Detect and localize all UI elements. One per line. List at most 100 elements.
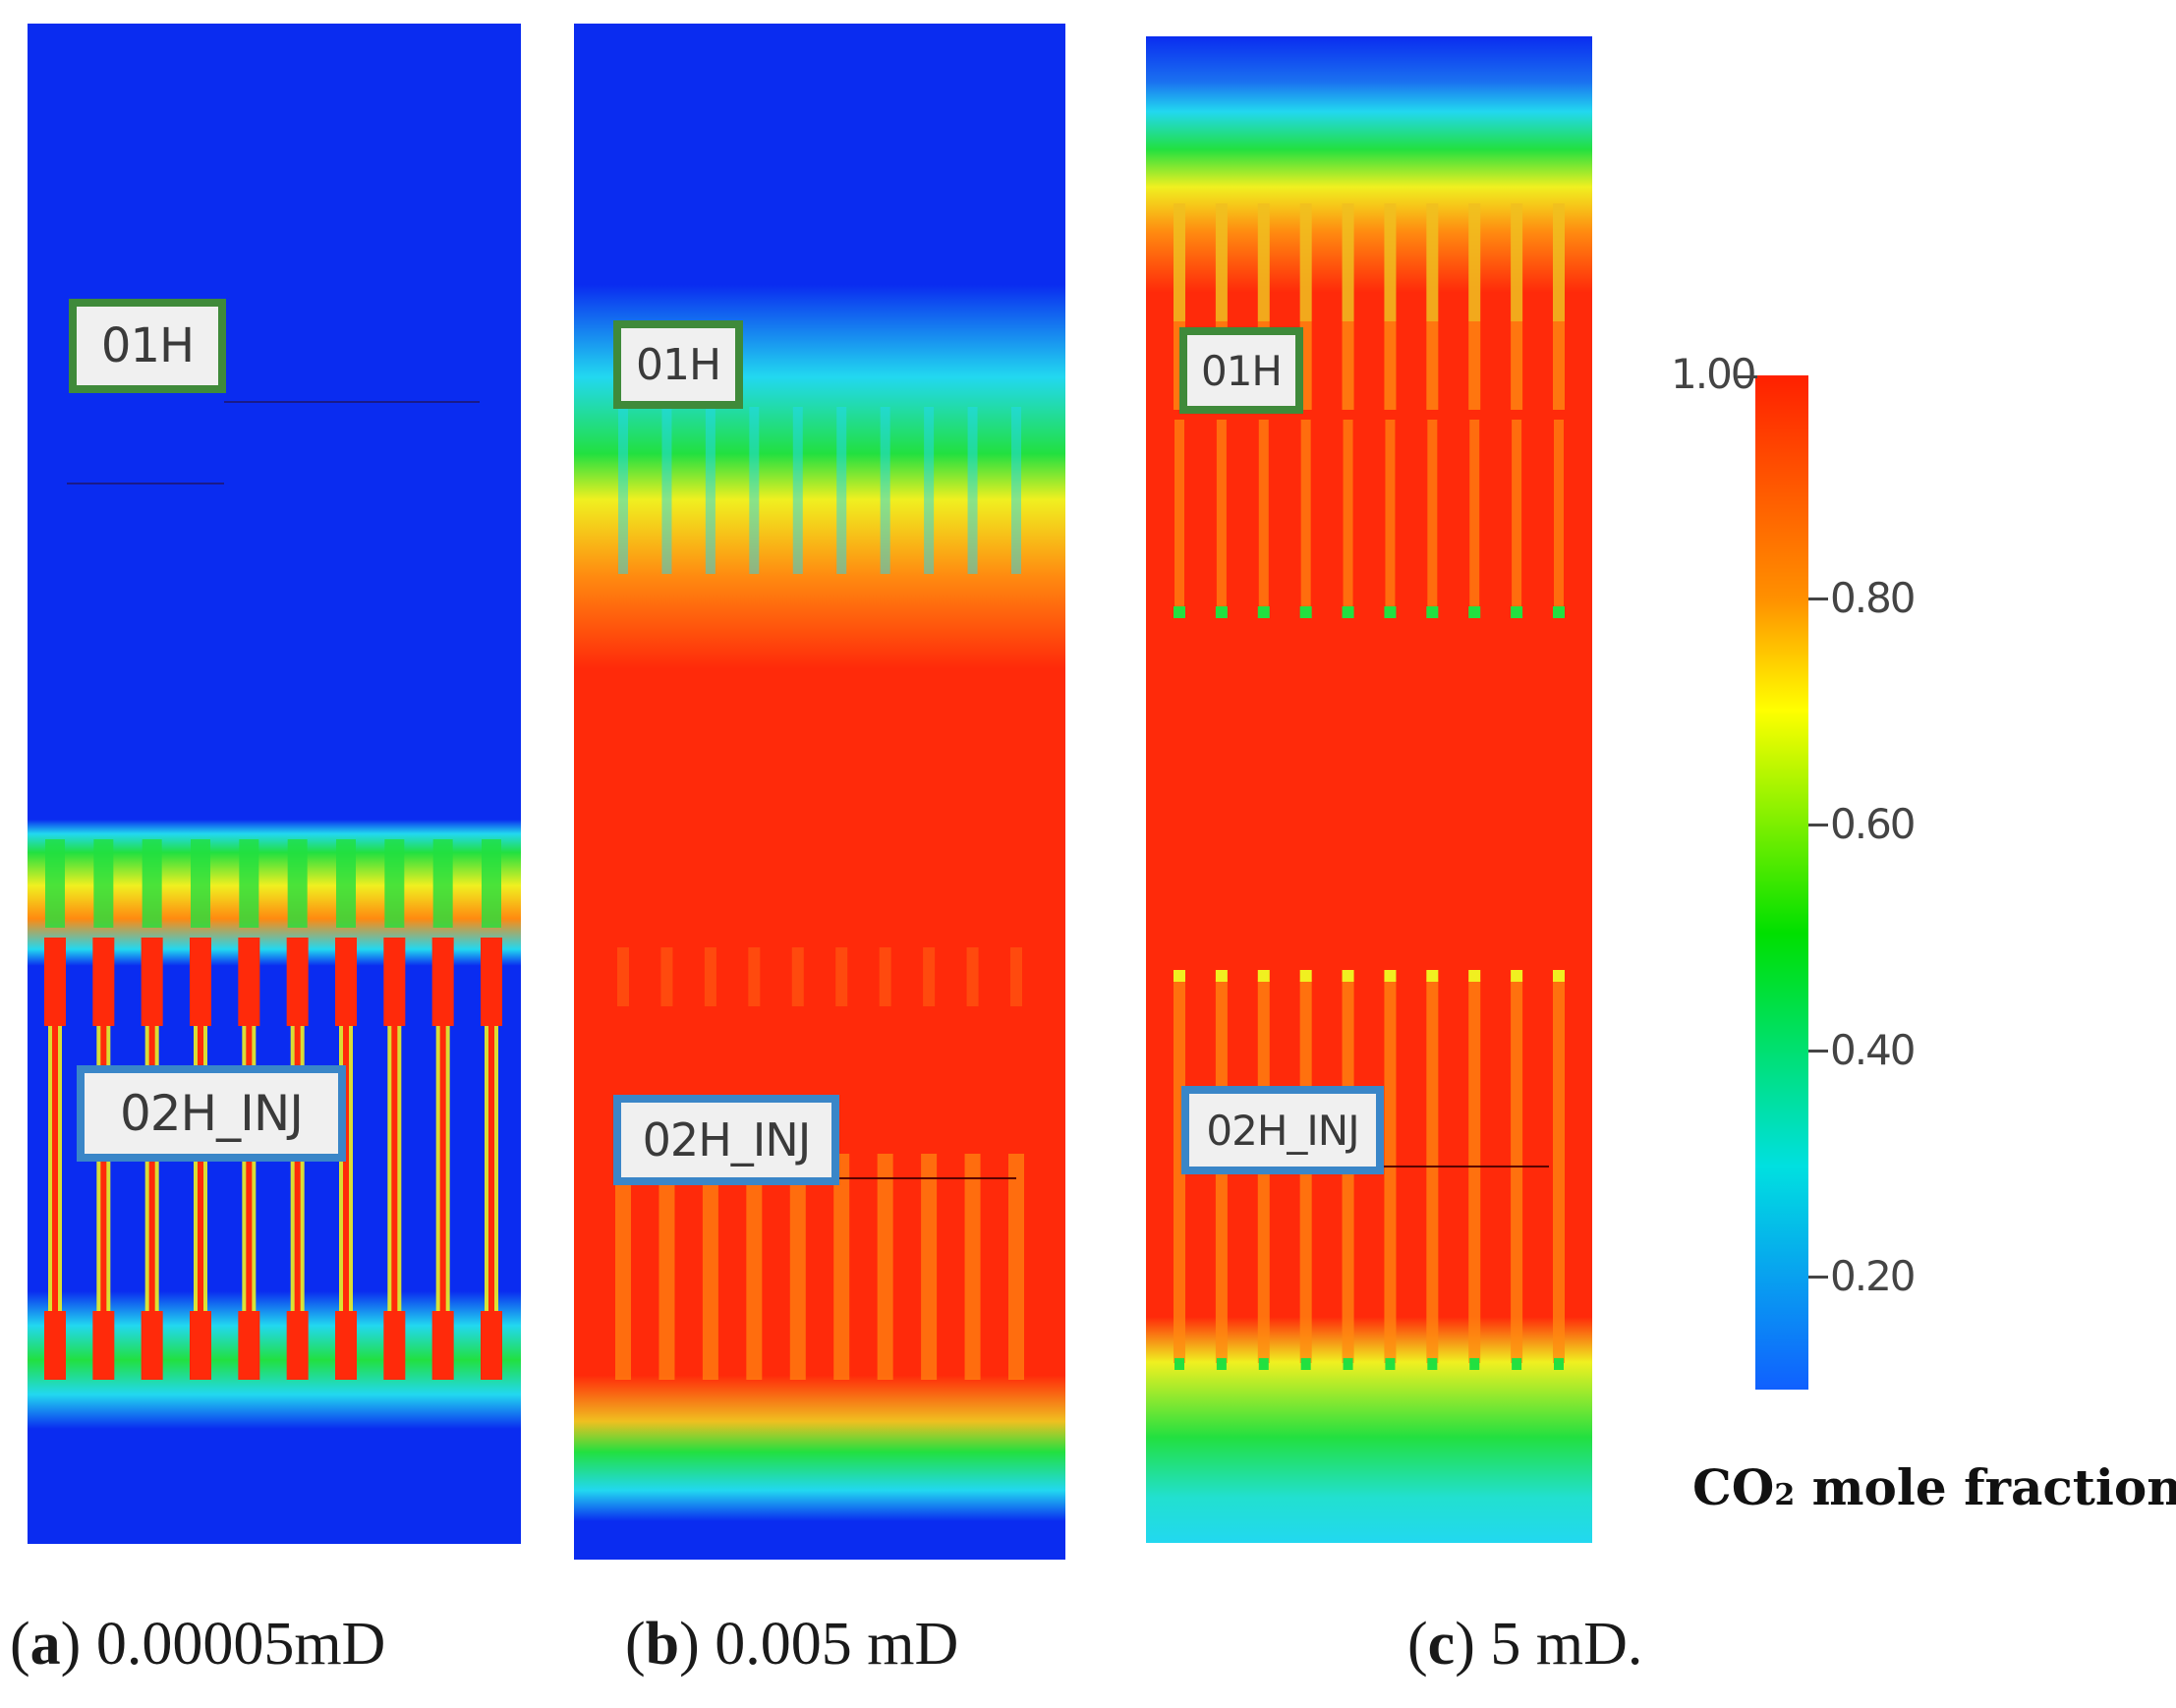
fracture-stripe	[1174, 420, 1184, 606]
fracture-stripe	[45, 839, 65, 928]
fracture-stripe	[1384, 980, 1397, 1363]
fracture-stripe	[1174, 203, 1185, 321]
fracture-stripe	[705, 407, 716, 574]
colorbar-tick	[1808, 598, 1828, 600]
panel-a-image: 01H 02H_INJ	[28, 24, 521, 1544]
fracture-stripe	[1174, 1358, 1184, 1370]
fracture-stripe	[1553, 203, 1565, 321]
fracture-stripe	[967, 407, 978, 574]
panel-b-map	[574, 24, 1065, 1560]
panel-a-map	[28, 24, 521, 1544]
fracture-stripe	[343, 1026, 349, 1311]
fracture-stripe	[1384, 203, 1397, 321]
fracture-stripe	[615, 1154, 631, 1380]
fracture-stripe	[1011, 407, 1021, 574]
fracture-stripe	[141, 938, 163, 1026]
well-label-02h-inj: 02H_INJ	[77, 1065, 346, 1162]
colorbar-tick	[1808, 1050, 1828, 1053]
fracture-stripe	[246, 1026, 253, 1311]
fracture-stripe	[287, 839, 308, 928]
fracture-stripe	[1258, 420, 1269, 606]
fracture-stripe	[383, 938, 406, 1026]
fracture-stripe	[432, 839, 453, 928]
fracture-stripe	[481, 938, 502, 1026]
fracture-stripe	[1511, 321, 1523, 410]
colorbar-tick	[1808, 824, 1828, 826]
colorbar-max-label: 1.00	[1671, 350, 1757, 398]
colorbar-tick	[1808, 1276, 1828, 1279]
fracture-stripe	[1174, 970, 1185, 982]
well-label-02h-inj: 02H_INJ	[1181, 1086, 1384, 1174]
fracture-stripe	[294, 1026, 301, 1311]
fracture-stripe	[1343, 1358, 1353, 1370]
fracture-stripe	[877, 1154, 893, 1380]
fracture-stripe	[1257, 606, 1270, 618]
fracture-stripe	[336, 839, 356, 928]
fracture-stripe	[1554, 420, 1564, 606]
fracture-stripe	[1384, 970, 1397, 982]
fracture-stripe	[1553, 970, 1565, 982]
fracture-stripe	[1426, 970, 1439, 982]
fracture-stripe	[142, 839, 162, 928]
fracture-stripe	[1299, 203, 1312, 321]
fracture-stripe	[439, 1026, 446, 1311]
fracture-stripe	[1299, 970, 1312, 982]
fracture-stripe	[198, 1026, 203, 1311]
fracture-stripe	[1385, 1358, 1396, 1370]
fracture-stripe	[1511, 980, 1523, 1363]
fracture-stripe	[1174, 980, 1185, 1363]
fracture-stripe	[1216, 420, 1227, 606]
fracture-stripe	[1008, 1154, 1024, 1380]
fracture-stripe	[431, 1311, 454, 1380]
fracture-stripe	[1469, 1358, 1480, 1370]
fracture-stripe	[1343, 420, 1353, 606]
fracture-stripe	[190, 1311, 211, 1380]
fracture-stripe	[100, 1026, 107, 1311]
fracture-stripe	[749, 407, 760, 574]
fracture-stripe	[923, 947, 936, 1006]
well-label-01h: 01H	[69, 299, 226, 393]
fracture-stripe	[1468, 980, 1481, 1363]
fracture-stripe	[383, 1311, 406, 1380]
colorbar-tick-label: 0.20	[1830, 1252, 1917, 1300]
fracture-stripe	[1468, 970, 1481, 982]
fracture-stripe	[1342, 606, 1354, 618]
fracture-stripe	[92, 1311, 115, 1380]
fracture-stripe	[1257, 970, 1270, 982]
fracture-stripe	[239, 839, 259, 928]
fracture-stripe	[190, 938, 211, 1026]
fracture-stripe	[659, 1154, 675, 1380]
fracture-stripe	[44, 1311, 66, 1380]
fracture-stripe	[1512, 420, 1522, 606]
fracture-stripe	[1342, 970, 1354, 982]
fracture-stripe	[789, 1154, 806, 1380]
fracture-stripe	[481, 1311, 502, 1380]
fracture-stripe	[1216, 1358, 1227, 1370]
fracture-stripe	[880, 407, 890, 574]
caption-a: (a) 0.00005mD	[10, 1611, 386, 1678]
fracture-stripe	[791, 947, 804, 1006]
caption-b: (b) 0.005 mD	[625, 1611, 959, 1678]
fracture-stripe	[660, 947, 673, 1006]
colorbar-tick-label: 0.80	[1830, 574, 1917, 622]
fracture-stripe	[431, 938, 454, 1026]
fracture-stripe	[391, 1026, 398, 1311]
fracture-stripe	[286, 1311, 309, 1380]
fracture-stripe	[835, 947, 848, 1006]
fracture-stripe	[1300, 1358, 1311, 1370]
fracture-stripe	[52, 1026, 58, 1311]
fracture-stripe	[1215, 606, 1228, 618]
fracture-stripe	[1468, 606, 1481, 618]
fracture-stripe	[746, 1154, 763, 1380]
fracture-stripe	[1553, 606, 1565, 618]
well-label-02h-inj: 02H_INJ	[613, 1095, 839, 1185]
fracture-stripe	[1553, 980, 1565, 1363]
fracture-stripe	[1384, 606, 1397, 618]
fracture-stripe	[618, 407, 628, 574]
fracture-stripe	[964, 1154, 981, 1380]
fracture-stripe	[1174, 606, 1185, 618]
fracture-stripe	[238, 1311, 260, 1380]
fracture-stripe	[1511, 606, 1523, 618]
fracture-stripe	[488, 1026, 494, 1311]
panel-c-map	[1146, 36, 1592, 1543]
